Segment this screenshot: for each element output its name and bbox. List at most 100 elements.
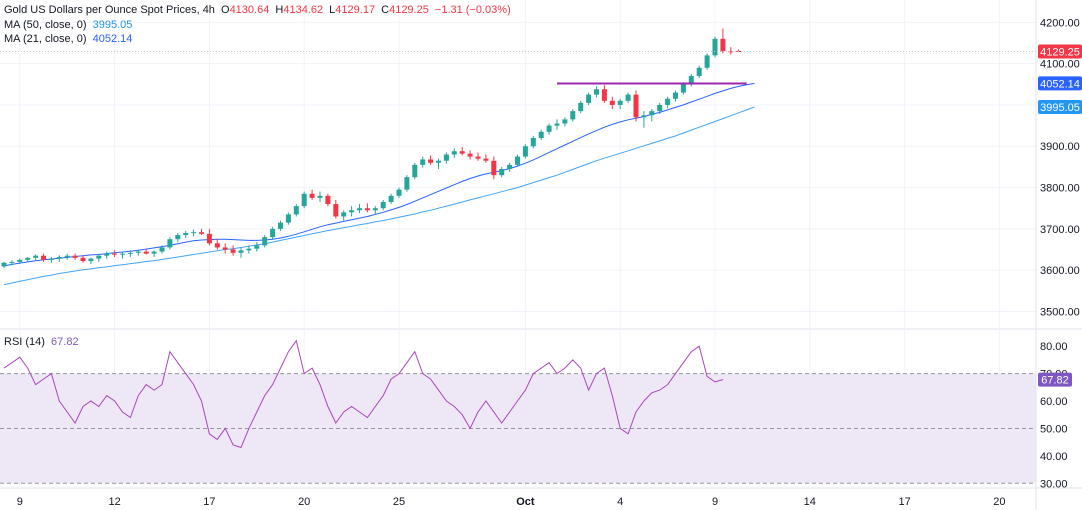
- rsi-tick-label: 40.00: [1040, 451, 1068, 463]
- candle-body: [633, 94, 639, 118]
- candle-body: [41, 255, 46, 260]
- candle-body: [657, 104, 663, 112]
- high-label: H: [275, 4, 284, 16]
- ma50-price-badge: [1038, 99, 1082, 114]
- candle-body: [135, 251, 141, 253]
- candle-body: [688, 76, 694, 85]
- time-tick-label: 25: [393, 496, 405, 508]
- candle-body: [728, 51, 734, 53]
- candle-body: [704, 55, 710, 68]
- candle-body: [720, 38, 726, 52]
- ma21-value: 4052.14: [92, 33, 133, 45]
- time-tick-label: Oct: [516, 496, 535, 508]
- candle-body: [680, 84, 686, 93]
- symbol-legend: Gold US Dollars per Ounce Spot Prices, 4…: [4, 3, 514, 17]
- candle-body: [48, 258, 54, 260]
- candle-body: [199, 232, 204, 234]
- candle-body: [641, 115, 647, 118]
- rsi-tick-label: 50.00: [1040, 423, 1068, 435]
- ma21-legend[interactable]: MA (21, close, 0) 4052.14: [4, 32, 135, 46]
- time-tick-label: 20: [993, 496, 1005, 508]
- time-tick-label: 4: [617, 496, 623, 508]
- candle-body: [578, 102, 584, 112]
- candle-body: [112, 253, 118, 255]
- rsi-value-label: 67.82: [1041, 375, 1069, 387]
- price-tick-label: 3600.00: [1040, 265, 1080, 277]
- time-tick-label: 20: [298, 496, 310, 508]
- open-value: 4130.64: [229, 4, 270, 16]
- candle-body: [364, 208, 370, 211]
- rsi-line: [3, 339, 724, 449]
- candle-body: [246, 248, 252, 251]
- candle-body: [17, 259, 23, 262]
- candle-body: [554, 123, 560, 126]
- candle-body: [254, 245, 260, 249]
- symbol-title[interactable]: Gold US Dollars per Ounce Spot Prices, 4…: [4, 4, 215, 16]
- candle-body: [586, 94, 592, 103]
- price-tick-label: 3800.00: [1040, 183, 1080, 195]
- time-axis[interactable]: 912172025Oct4914172023: [17, 496, 1082, 508]
- candle-body: [9, 261, 15, 263]
- candle-body: [262, 237, 268, 246]
- candle-body: [459, 151, 465, 154]
- candle-body: [499, 168, 505, 176]
- candle-body: [151, 251, 157, 254]
- candle-body: [270, 228, 276, 238]
- candle-body: [183, 232, 189, 236]
- candle-body: [396, 189, 402, 196]
- price-axis[interactable]: 3500.003600.003700.003800.003900.004000.…: [1038, 17, 1082, 318]
- candle-body: [88, 258, 94, 262]
- candle-body: [712, 38, 718, 56]
- price-tick-label: 4100.00: [1040, 59, 1080, 71]
- candle-body: [317, 195, 323, 198]
- ma21-price-badge: [1038, 76, 1082, 91]
- ma50-line: [3, 106, 755, 286]
- candle-body: [483, 158, 489, 161]
- candle-body: [120, 253, 125, 255]
- rsi-tick-label: 30.00: [1040, 478, 1068, 490]
- rsi-value-badge: [1038, 372, 1072, 387]
- candle-body: [333, 204, 339, 217]
- candle-body: [388, 195, 394, 203]
- candle-body: [649, 111, 655, 116]
- low-value: 4129.17: [335, 4, 376, 16]
- candle-body: [562, 119, 568, 124]
- candle-body: [420, 159, 426, 165]
- ma21-label: MA (21, close, 0): [4, 33, 87, 45]
- ma50-line-group: [3, 106, 755, 286]
- candle-body: [167, 239, 173, 248]
- ma21-price-label: 4052.14: [1040, 78, 1080, 90]
- candle-body: [309, 193, 315, 198]
- rsi-line-group: [3, 339, 724, 449]
- annotations-group: [0, 51, 1036, 85]
- candle-body: [1, 262, 7, 267]
- time-tick-label: 17: [898, 496, 910, 508]
- ma50-legend[interactable]: MA (50, close, 0) 3995.05: [4, 18, 135, 32]
- candle-body: [617, 100, 623, 105]
- candle-body: [278, 222, 283, 229]
- candle-body: [357, 208, 362, 211]
- candle-body: [230, 249, 236, 253]
- candle-body: [222, 247, 228, 250]
- candle-body: [127, 252, 133, 254]
- candle-body: [206, 233, 212, 244]
- candle-body: [538, 131, 544, 138]
- rsi-legend[interactable]: RSI (14) 67.82: [4, 335, 82, 349]
- time-tick-label: 17: [203, 496, 215, 508]
- candle-body: [372, 208, 378, 211]
- rsi-value: 67.82: [51, 336, 79, 348]
- price-tick-label: 3500.00: [1040, 306, 1080, 318]
- candle-body: [380, 202, 386, 209]
- candle-body: [570, 111, 576, 120]
- candle-body: [522, 146, 528, 157]
- candle-body: [214, 243, 220, 248]
- rsi-tick-label: 60.00: [1040, 396, 1068, 408]
- candle-body: [546, 125, 552, 132]
- candle-body: [594, 89, 599, 95]
- candle-body: [436, 160, 441, 163]
- candle-body: [293, 206, 299, 215]
- rsi-grid: [0, 373, 1036, 484]
- candle-body: [325, 195, 331, 205]
